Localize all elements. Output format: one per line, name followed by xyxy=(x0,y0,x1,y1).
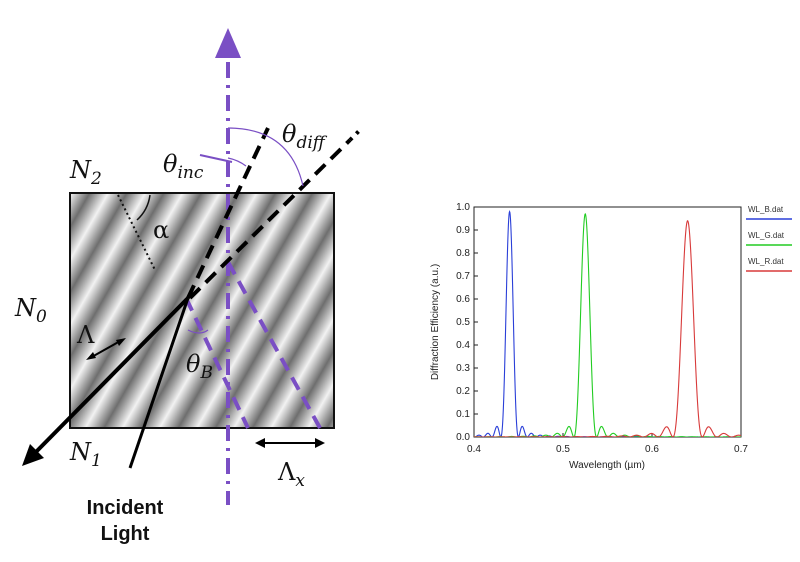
theta-inc-pointer xyxy=(199,154,233,163)
series-curves xyxy=(474,209,741,437)
incident-label-line1: Incident xyxy=(87,497,164,519)
grating-block xyxy=(69,192,335,429)
n1-label: N1 xyxy=(69,438,102,471)
normal-axis-arrowhead xyxy=(215,28,241,58)
chart-legend: WL_B.dat WL_G.dat WL_R.dat xyxy=(746,205,792,272)
legend-label: WL_R.dat xyxy=(748,257,784,266)
theta-b-arc xyxy=(187,329,209,334)
x-tick-label: 0.7 xyxy=(734,444,748,455)
black-dashed-beam-2 xyxy=(188,138,352,300)
y-tick-label: 0.4 xyxy=(456,340,470,351)
y-tick-label: 0.5 xyxy=(456,317,470,328)
grating-diagram: N2 N0 N1 α Λ Λx θinc θdiff θB Incident L… xyxy=(14,28,364,545)
theta-b-label: θB xyxy=(186,350,213,383)
purple-dashed-beam-2 xyxy=(226,261,322,429)
theta-inc-arc xyxy=(227,157,247,167)
reflected-beam-line xyxy=(28,296,190,460)
theta-diff-label: θdiff xyxy=(282,120,328,153)
alpha-label: α xyxy=(153,216,169,244)
x-tick-label: 0.5 xyxy=(556,444,570,455)
y-tick-label: 0.9 xyxy=(456,225,470,236)
y-tick-label: 0.3 xyxy=(456,363,470,374)
reflected-beam-arrowhead xyxy=(22,444,44,466)
n2-label: N2 xyxy=(69,156,102,189)
y-axis-label: Diffraction Efficiency (a.u.) xyxy=(430,264,441,380)
series-line-WL_R.dat xyxy=(474,220,741,437)
y-tick-label: 0.0 xyxy=(456,432,470,443)
legend-label: WL_B.dat xyxy=(748,205,784,214)
y-tick-label: 0.8 xyxy=(456,248,470,259)
x-axis-label: Wavelength (µm) xyxy=(569,460,645,471)
lambda-x-arrow xyxy=(255,438,325,448)
black-dotted-extension xyxy=(348,126,364,142)
theta-diff-arc xyxy=(227,127,304,187)
black-dashed-beam-1 xyxy=(186,127,270,299)
y-tick-label: 0.7 xyxy=(456,271,470,282)
x-tick-label: 0.6 xyxy=(645,444,659,455)
incident-label-line2: Light xyxy=(101,523,150,545)
alpha-arc xyxy=(136,194,151,221)
theta-inc-label: θinc xyxy=(163,150,204,183)
fringe-normal-dotted xyxy=(117,194,156,271)
y-tick-label: 0.1 xyxy=(456,409,470,420)
lambda-label: Λ xyxy=(76,321,95,349)
x-tick-label: 0.4 xyxy=(467,444,481,455)
legend-label: WL_G.dat xyxy=(748,231,785,240)
y-ticks: 0.0 0.1 0.2 0.3 0.4 0.5 0.6 0.7 0.8 0.9 1.0 xyxy=(456,202,478,443)
purple-dashed-beam-1 xyxy=(184,297,250,429)
plot-frame xyxy=(473,206,742,438)
efficiency-chart: 0.0 0.1 0.2 0.3 0.4 0.5 0.6 0.7 0.8 0.9 1.0 0.4 0.5… xyxy=(430,202,792,471)
y-tick-label: 0.6 xyxy=(456,294,470,305)
lambda-x-label: Λx xyxy=(277,458,305,491)
lambda-period-arrow xyxy=(86,338,126,360)
y-tick-label: 0.2 xyxy=(456,386,470,397)
incident-light-line xyxy=(128,297,190,469)
n0-label: N0 xyxy=(14,294,47,327)
y-tick-label: 1.0 xyxy=(456,202,470,213)
